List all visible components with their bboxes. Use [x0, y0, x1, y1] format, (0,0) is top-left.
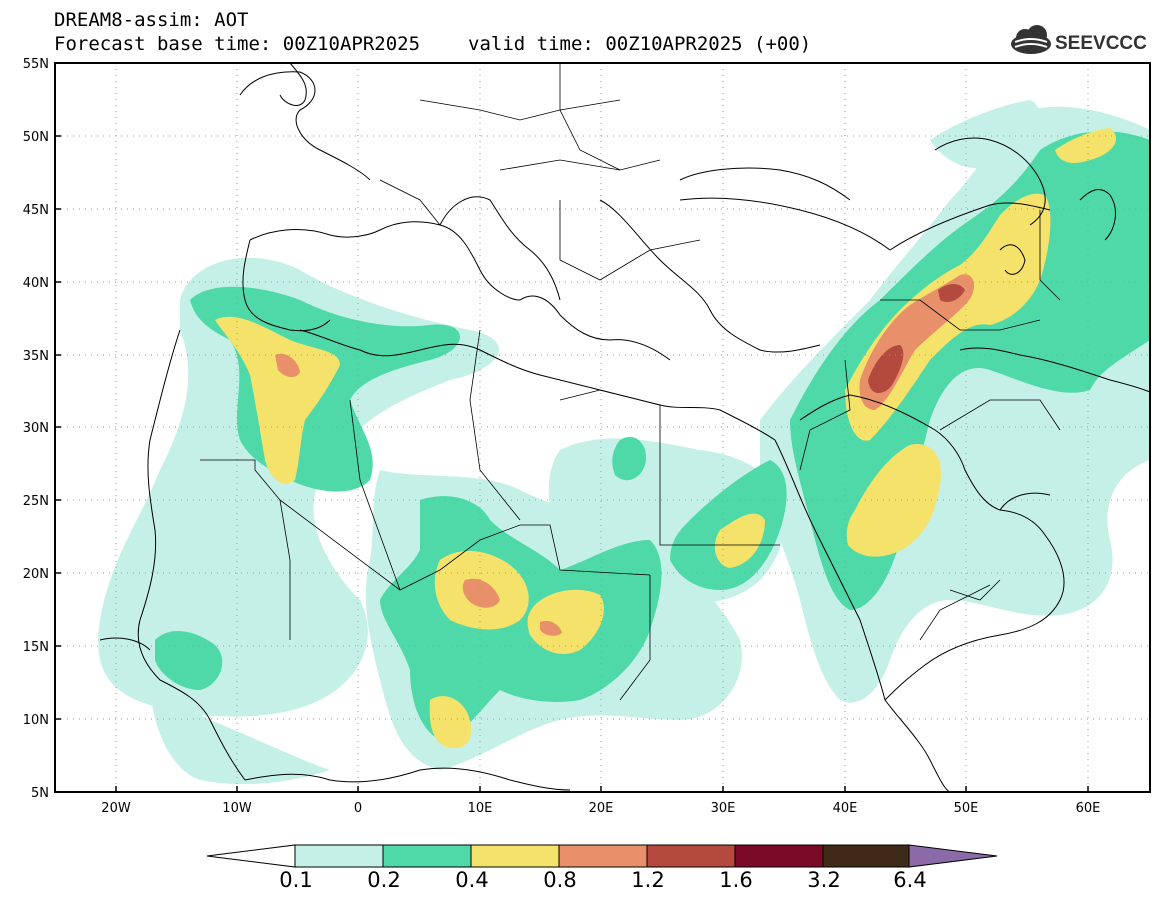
colorbar-label-2: 0.4 — [455, 868, 489, 892]
cloud-icon — [1011, 25, 1051, 54]
lat-label-40n: 40N — [23, 276, 49, 291]
tick-marks — [55, 62, 1089, 793]
lat-label-45n: 45N — [23, 203, 49, 218]
lon-label-50e: 50E — [954, 801, 979, 816]
colorbar — [206, 844, 998, 868]
aot-level-5 — [868, 284, 965, 394]
lon-label-20w: 20W — [101, 801, 131, 816]
lon-label-10w: 10W — [222, 801, 252, 816]
coastlines — [99, 63, 1150, 792]
colorbar-seg-6 — [734, 844, 824, 868]
lat-label-15n: 15N — [23, 640, 49, 655]
lon-label-20e: 20E — [589, 801, 614, 816]
lat-label-10n: 10N — [23, 713, 49, 728]
valid-time: valid time: 00Z10APR2025 (+00) — [468, 33, 812, 55]
colorbar-seg-1 — [294, 844, 384, 868]
time-info: Forecast base time: 00Z10APR2025 valid ti… — [54, 33, 811, 55]
colorbar-label-3: 0.8 — [543, 868, 577, 892]
lat-label-20n: 20N — [23, 567, 49, 582]
chart-title: DREAM8-assim: AOT — [54, 9, 249, 31]
colorbar-seg-2 — [382, 844, 472, 868]
lat-label-5n: 5N — [31, 786, 49, 801]
seevccc-logo: SEEVCCC — [1011, 25, 1147, 54]
grid-lines — [55, 63, 1150, 792]
colorbar-label-4: 1.2 — [631, 868, 665, 892]
map-frame-group: 20W 10W 0 10E 20E 30E 40E 50E 60E 5N 10N… — [23, 57, 1151, 816]
colorbar-high-arrow — [908, 844, 998, 868]
forecast-base-time: Forecast base time: 00Z10APR2025 — [54, 33, 421, 55]
lat-label-50n: 50N — [23, 130, 49, 145]
aot-fields — [98, 100, 1150, 785]
lon-label-60e: 60E — [1076, 801, 1101, 816]
colorbar-seg-7 — [822, 844, 910, 868]
lat-label-25n: 25N — [23, 494, 49, 509]
colorbar-label-5: 1.6 — [719, 868, 753, 892]
country-borders — [200, 63, 1061, 701]
logo-text: SEEVCCC — [1055, 33, 1147, 54]
colorbar-seg-4 — [558, 844, 648, 868]
lat-tick-labels: 5N 10N 15N 20N 25N 30N 35N 40N 45N 50N 5… — [23, 57, 49, 801]
lat-label-30n: 30N — [23, 421, 49, 436]
lat-label-55n: 55N — [23, 57, 49, 72]
lon-label-0: 0 — [354, 801, 362, 816]
lat-label-35n: 35N — [23, 349, 49, 364]
colorbar-label-0: 0.1 — [279, 868, 313, 892]
colorbar-low-arrow — [206, 844, 296, 868]
lon-label-10e: 10E — [468, 801, 493, 816]
colorbar-seg-3 — [470, 844, 560, 868]
colorbar-label-1: 0.2 — [367, 868, 401, 892]
colorbar-label-7: 6.4 — [893, 868, 927, 892]
colorbar-seg-5 — [646, 844, 736, 868]
lon-label-40e: 40E — [833, 801, 858, 816]
lon-label-30e: 30E — [711, 801, 736, 816]
colorbar-label-6: 3.2 — [807, 868, 841, 892]
lon-tick-labels: 20W 10W 0 10E 20E 30E 40E 50E 60E — [101, 801, 1100, 816]
